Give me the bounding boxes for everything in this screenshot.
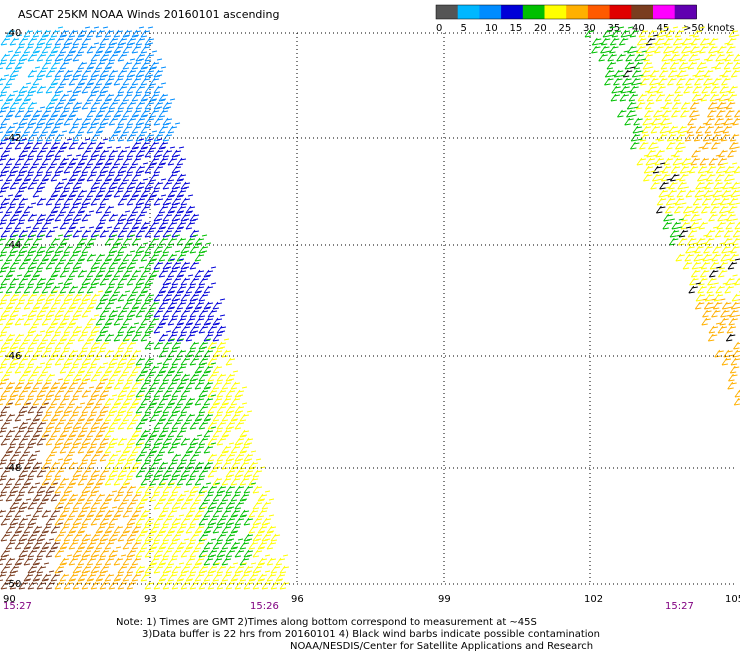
longitude-label: 102 [584, 594, 603, 605]
pass-time-label: 15:27 [665, 601, 694, 610]
legend-swatch [653, 5, 676, 19]
latitude-label: -50 [5, 579, 21, 590]
map-title: ASCAT 25KM NOAA Winds 20160101 ascending [18, 8, 280, 21]
legend-label: 30 [583, 23, 596, 34]
legend-label: 40 [632, 23, 645, 34]
legend-swatch [479, 5, 502, 19]
note-line-1: Note: 1) Times are GMT 2)Times along bot… [116, 617, 537, 628]
legend-label: 10 [485, 23, 498, 34]
latitude-label: -40 [5, 28, 21, 39]
legend-swatch [457, 5, 480, 19]
pass-time-label: 15:27 [3, 601, 32, 610]
note-line-3: NOAA/NESDIS/Center for Satellite Applica… [290, 641, 594, 652]
legend-label: 45 [657, 23, 670, 34]
legend-label: 25 [559, 23, 572, 34]
longitude-label: 105 [725, 594, 740, 605]
legend-label: 20 [534, 23, 547, 34]
legend-swatch [566, 5, 589, 19]
wind-speed-legend: 0 5 10 15 20 25 30 35 40 45 >50 knots [435, 4, 735, 34]
legend-label: 5 [461, 23, 467, 34]
legend-label: 15 [510, 23, 523, 34]
longitude-label: 90 [3, 594, 16, 605]
latitude-label: -44 [5, 240, 21, 251]
legend-swatch [522, 5, 545, 19]
note-line-2: 3)Data buffer is 22 hrs from 20160101 4)… [142, 629, 600, 640]
legend-swatch [544, 5, 567, 19]
wind-barbs-layer [0, 26, 740, 590]
legend-swatch [587, 5, 611, 19]
longitude-label: 93 [144, 594, 157, 605]
latitude-label: -48 [5, 463, 21, 474]
legend-swatch [609, 5, 632, 19]
longitude-label: 96 [291, 594, 304, 605]
legend-label: 0 [436, 23, 442, 34]
legend-swatch [631, 5, 654, 19]
latitude-label: -42 [5, 133, 21, 144]
latitude-label: -46 [5, 351, 21, 362]
wind-barb-map: -40-42-44-46-48-509093969910210515:2715:… [0, 26, 740, 610]
legend-swatch [501, 5, 524, 19]
legend-swatch [436, 5, 459, 19]
grid-labels: -40 -42 -44 -46 -48 -50 90 93 96 99 102 105 15:27 15:… [3, 28, 740, 610]
pass-time-label: 15:26 [250, 601, 279, 610]
legend-label: >50 knots [683, 23, 735, 34]
legend-swatch [674, 5, 697, 19]
longitude-label: 99 [438, 594, 451, 605]
legend-label: 35 [608, 23, 621, 34]
